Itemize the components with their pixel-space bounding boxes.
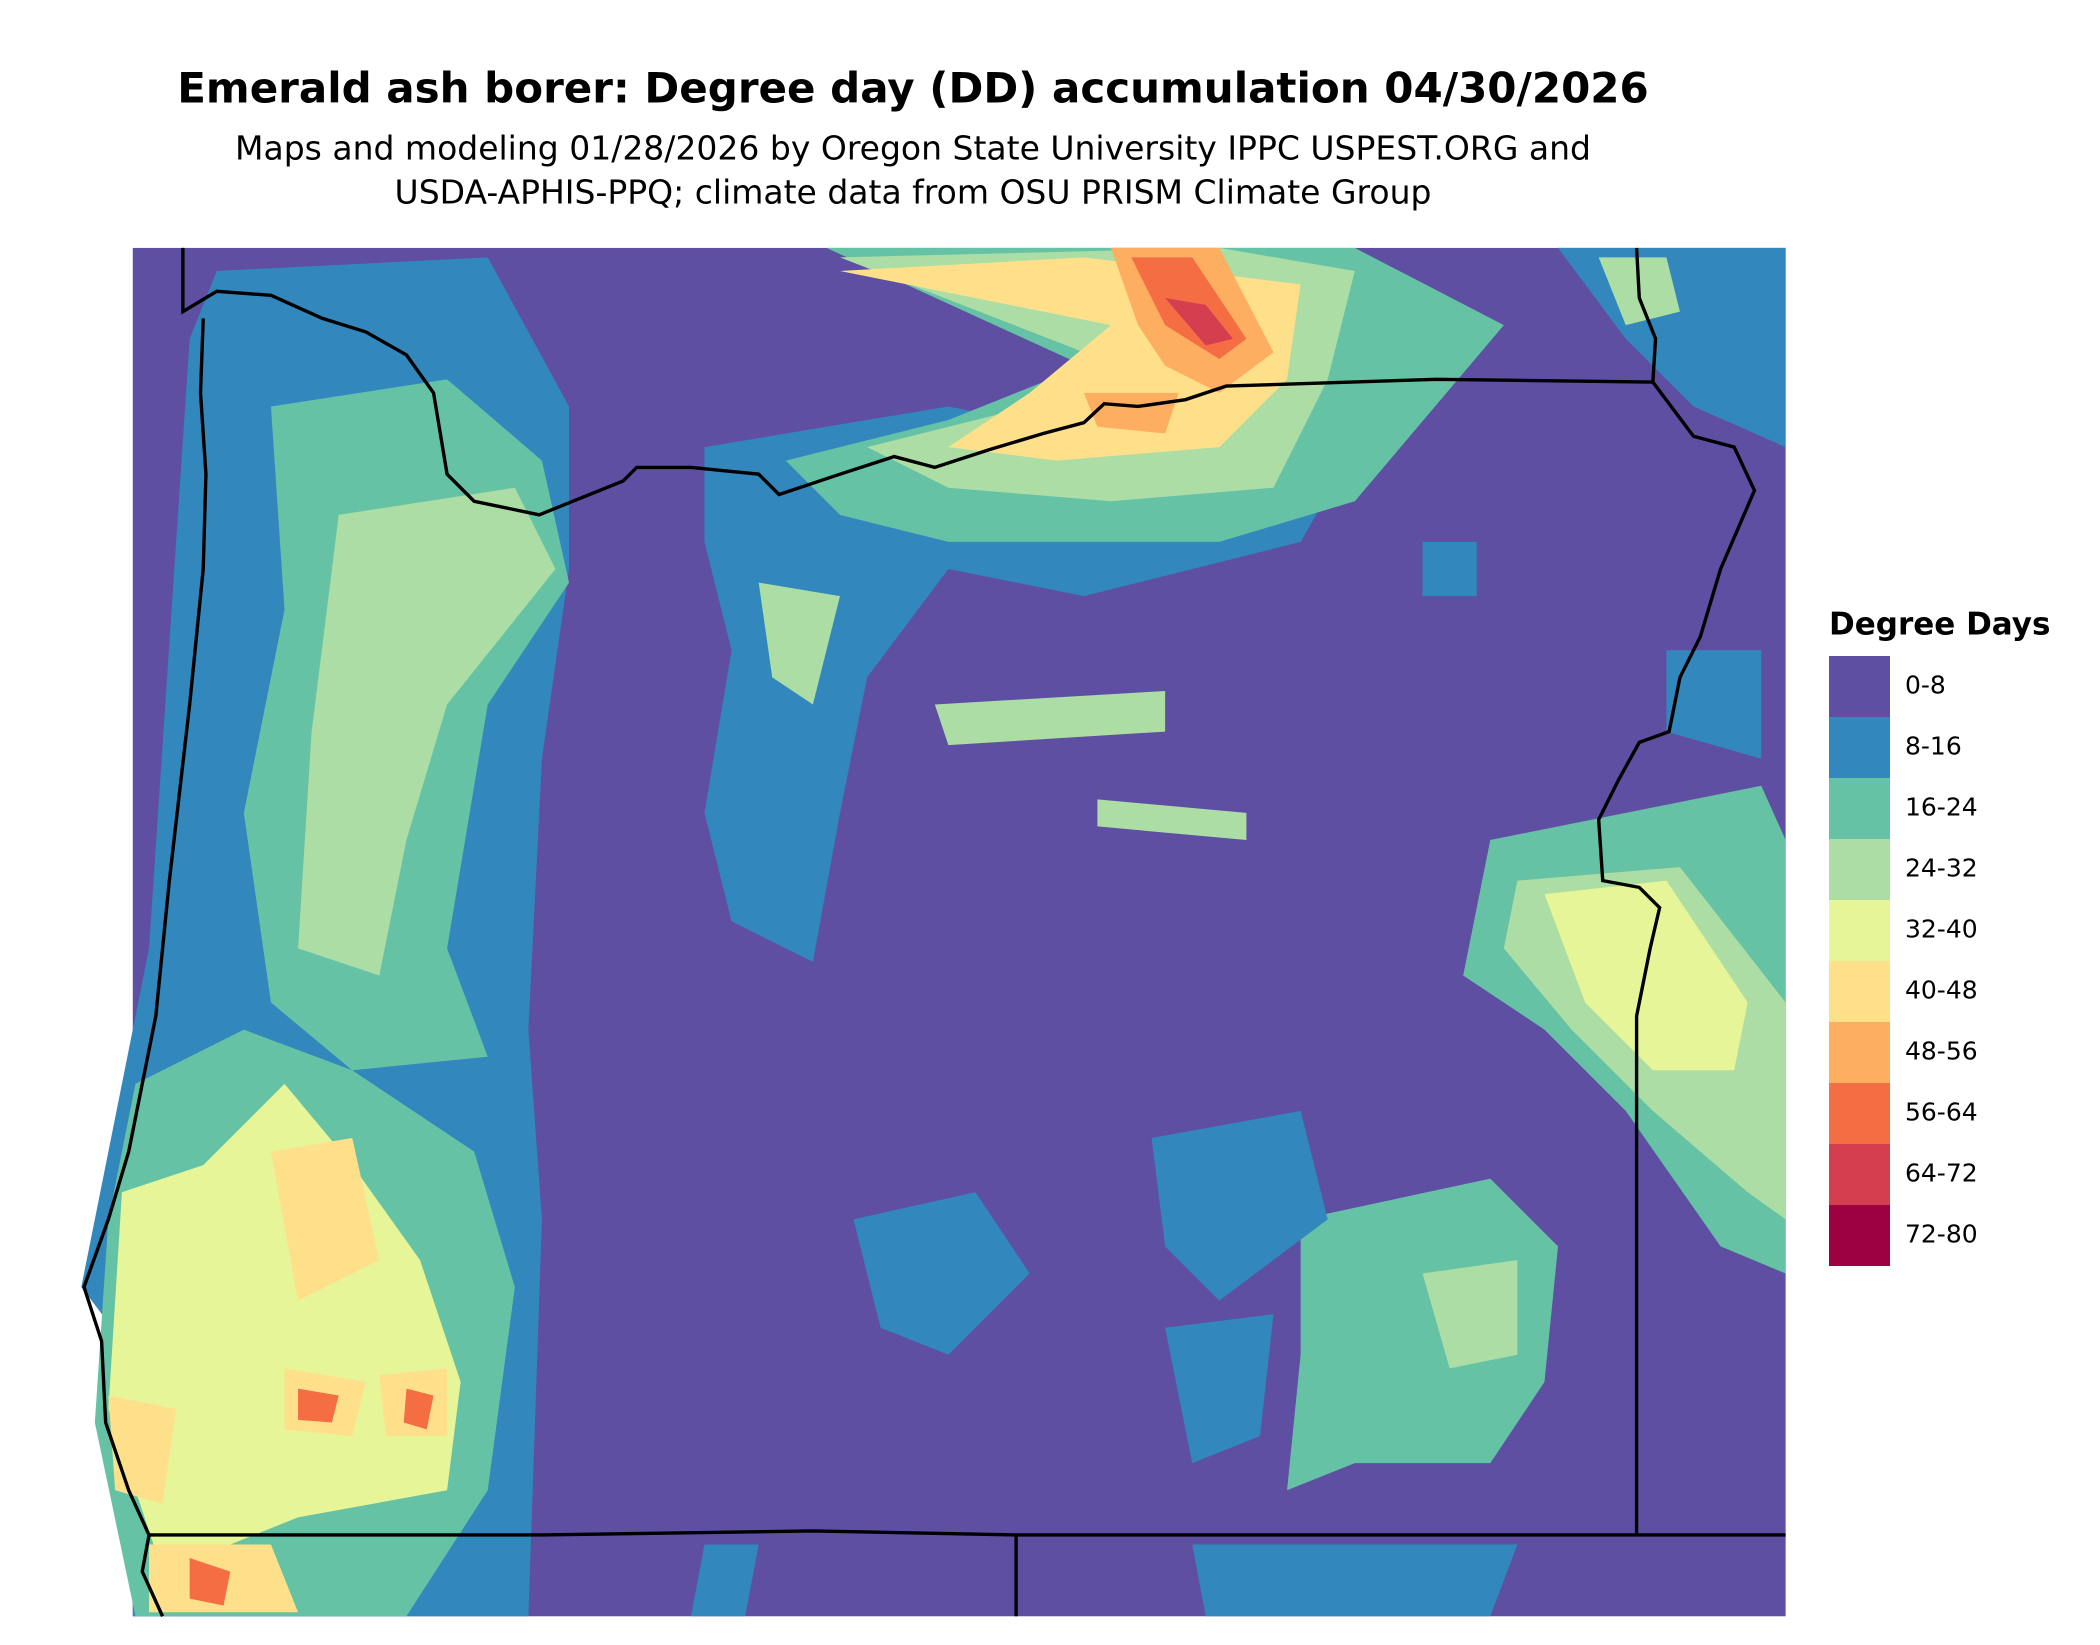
legend-label: 72-80 [1905, 1220, 1978, 1249]
legend-swatch [1829, 1205, 1890, 1266]
boundaries [82, 247, 1786, 1617]
raster-regions [81, 247, 1786, 1617]
legend-swatch [1829, 717, 1890, 778]
subtitle: Maps and modeling 01/28/2026 by Oregon S… [235, 129, 1591, 168]
legend-swatch [1829, 778, 1890, 839]
subtitle: USDA-APHIS-PPQ; climate data from OSU PR… [395, 173, 1432, 212]
legend-title: Degree Days [1829, 607, 2050, 643]
legend-swatch [1829, 839, 1890, 900]
legend-swatch [1829, 1022, 1890, 1083]
legend-label: 8-16 [1905, 732, 1962, 761]
legend-label: 16-24 [1905, 793, 1978, 822]
legend-label: 48-56 [1905, 1037, 1978, 1066]
legend-label: 64-72 [1905, 1159, 1978, 1188]
legend-swatch [1829, 900, 1890, 961]
legend-label: 40-48 [1905, 976, 1978, 1005]
legend-swatch [1829, 1083, 1890, 1144]
legend-swatch [1829, 961, 1890, 1022]
legend-swatch [1829, 656, 1890, 717]
legend-label: 0-8 [1905, 671, 1946, 700]
map [81, 247, 1786, 1617]
title: Emerald ash borer: Degree day (DD) accum… [177, 64, 1649, 113]
legend-swatch [1829, 1144, 1890, 1205]
legend-label: 32-40 [1905, 915, 1978, 944]
legend-label: 24-32 [1905, 854, 1978, 883]
legend: 0-8 8-16 16-24 24-32 32-40 40-48 48-56 56-64 64-… [1829, 656, 1978, 1266]
legend-label: 56-64 [1905, 1098, 1978, 1127]
